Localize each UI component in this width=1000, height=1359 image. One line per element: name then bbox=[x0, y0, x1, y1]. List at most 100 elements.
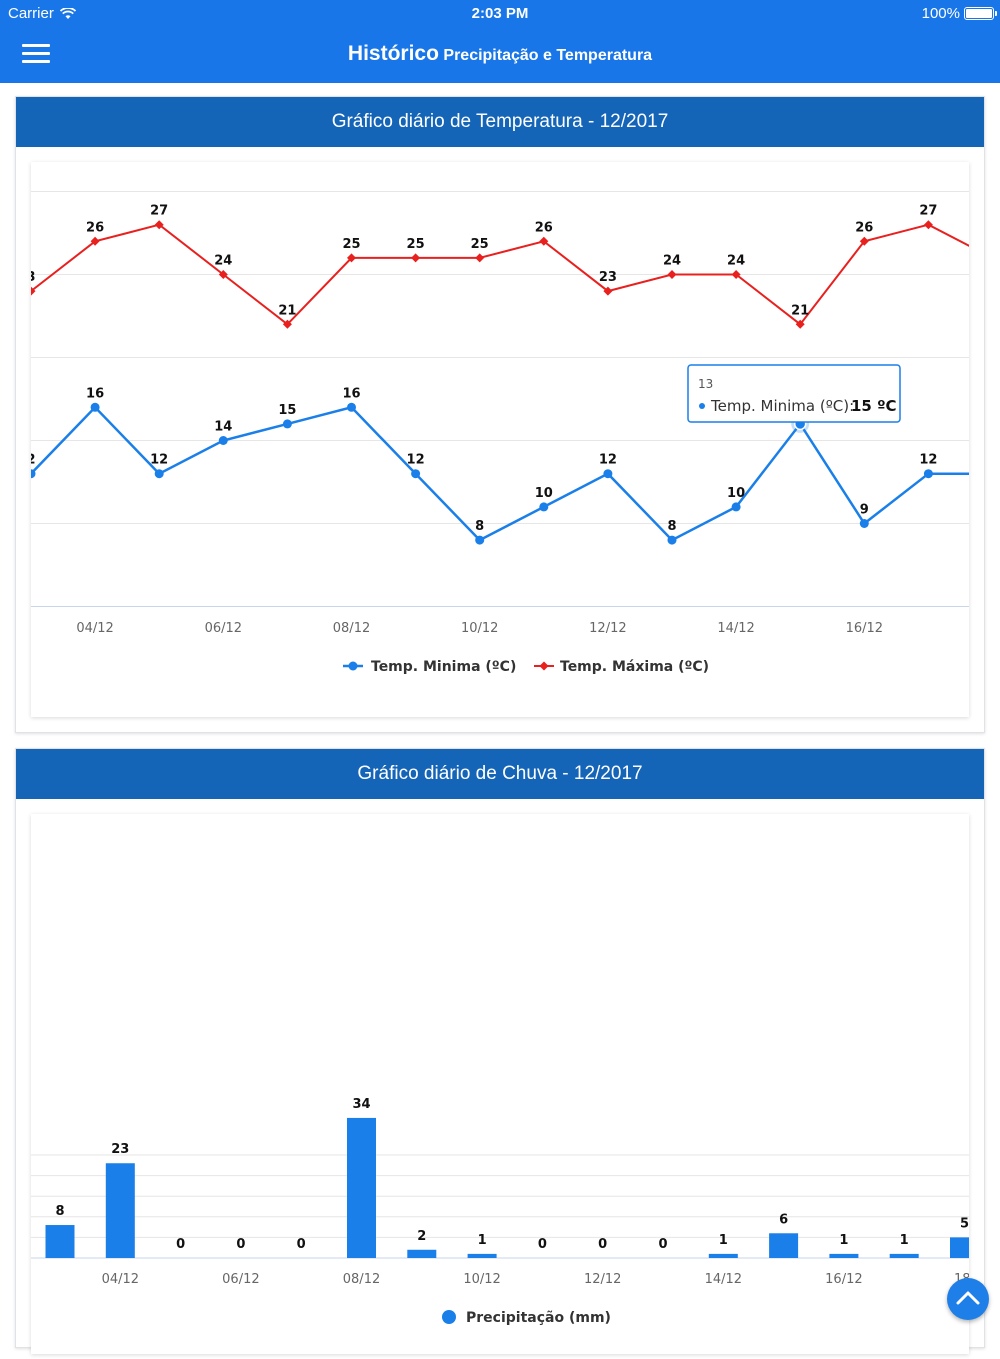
max-temp-point bbox=[859, 236, 869, 246]
max-temp-data-label: 25 bbox=[471, 237, 489, 252]
min-temp-data-label: 12 bbox=[599, 453, 617, 468]
status-time: 2:03 PM bbox=[471, 5, 529, 22]
rain-bar bbox=[45, 1225, 75, 1258]
max-temp-point bbox=[923, 220, 933, 230]
tooltip-bullet-icon bbox=[699, 403, 705, 409]
x-tick-label: 08/12 bbox=[333, 621, 370, 636]
max-temp-data-label: 3 bbox=[31, 270, 36, 285]
max-temp-point bbox=[539, 236, 549, 246]
min-temp-data-label: 10 bbox=[535, 486, 553, 501]
x-tick-label: 10/12 bbox=[461, 621, 498, 636]
rain-data-label: 1 bbox=[839, 1233, 848, 1248]
temperature-card: Gráfico diário de Temperatura - 12/2017 … bbox=[15, 96, 993, 733]
x-tick-label: 16/12 bbox=[825, 1272, 862, 1287]
tooltip-series-label: Temp. Minima (ºC): bbox=[710, 397, 854, 415]
rain-bar bbox=[829, 1253, 859, 1258]
min-temp-point bbox=[539, 502, 549, 512]
min-temp-data-label: 2 bbox=[31, 453, 36, 468]
page-title-subtitle: Precipitação e Temperatura bbox=[443, 47, 653, 64]
legend-rain-marker-icon bbox=[442, 1310, 456, 1324]
rain-data-label: 0 bbox=[297, 1237, 306, 1252]
scroll-to-top-button[interactable] bbox=[947, 1278, 989, 1320]
max-temp-data-label: 21 bbox=[278, 303, 296, 318]
x-tick-label: 14/12 bbox=[717, 621, 754, 636]
rain-bar bbox=[889, 1253, 919, 1258]
rain-data-label: 1 bbox=[478, 1233, 487, 1248]
min-temp-point bbox=[282, 419, 292, 429]
max-temp-data-label: 23 bbox=[599, 270, 617, 285]
max-temp-point bbox=[411, 253, 421, 263]
rain-data-label: 0 bbox=[176, 1237, 185, 1252]
max-temp-data-label: 27 bbox=[919, 204, 937, 219]
rain-data-label: 6 bbox=[779, 1212, 788, 1227]
max-temp-data-label: 25 bbox=[407, 237, 425, 252]
rain-data-label: 0 bbox=[236, 1237, 245, 1252]
hamburger-menu-icon[interactable] bbox=[22, 44, 50, 66]
max-temp-data-label: 26 bbox=[855, 220, 873, 235]
x-tick-label: 04/12 bbox=[102, 1272, 139, 1287]
min-temp-data-label: 12 bbox=[919, 453, 937, 468]
rain-bar bbox=[347, 1117, 376, 1258]
min-temp-data-label: 16 bbox=[86, 386, 104, 401]
page-title-main: Histórico bbox=[347, 42, 439, 65]
chart-tooltip: 13 Temp. Minima (ºC):15 ºC bbox=[687, 364, 901, 423]
temperature-card-title: Gráfico diário de Temperatura - 12/2017 bbox=[16, 97, 984, 147]
x-tick-label: 16/12 bbox=[846, 621, 883, 636]
max-temp-data-label: 24 bbox=[214, 254, 232, 269]
rain-legend: Precipitação (mm) bbox=[442, 1310, 611, 1326]
min-temp-point bbox=[154, 469, 164, 479]
rain-data-label: 23 bbox=[111, 1142, 129, 1157]
max-temp-point bbox=[475, 253, 485, 263]
max-temp-data-label: 24 bbox=[727, 254, 745, 269]
status-bar: Carrier 2:03 PM 100% bbox=[0, 0, 1000, 28]
temperature-chart-box: 04/12 06/12 08/12 10/12 12/12 14/12 16/12 2 16 12… bbox=[26, 162, 993, 717]
min-temp-point bbox=[475, 535, 485, 545]
carrier-indicator: Carrier bbox=[8, 5, 76, 22]
min-temp-data-label: 9 bbox=[860, 503, 869, 518]
max-temp-data-label: 26 bbox=[86, 220, 104, 235]
legend-min-label: Temp. Minima (ºC) bbox=[371, 659, 516, 675]
max-temp-point bbox=[347, 253, 356, 263]
rain-data-label: 1 bbox=[900, 1233, 909, 1248]
temperature-legend: Temp. Minima (ºC) Temp. Máxima (ºC) bbox=[343, 659, 709, 675]
rain-data-label: 5 bbox=[960, 1216, 969, 1231]
rain-bar bbox=[467, 1253, 497, 1258]
rain-data-label: 0 bbox=[658, 1237, 667, 1252]
rain-bar bbox=[407, 1249, 437, 1258]
min-temp-point bbox=[667, 535, 677, 545]
legend-max-label: Temp. Máxima (ºC) bbox=[560, 659, 709, 675]
max-temp-data-label: 26 bbox=[535, 220, 553, 235]
battery-icon bbox=[964, 7, 997, 20]
max-temp-data-label: 24 bbox=[663, 254, 681, 269]
rain-bar bbox=[105, 1163, 135, 1258]
legend-min-marker-icon bbox=[348, 661, 358, 671]
min-temp-data-label: 14 bbox=[214, 420, 232, 435]
max-temp-point bbox=[795, 319, 805, 329]
rain-card-title: Gráfico diário de Chuva - 12/2017 bbox=[16, 749, 984, 799]
carrier-label: Carrier bbox=[8, 5, 54, 22]
x-tick-label: 10/12 bbox=[463, 1272, 500, 1287]
rain-chart-box: 8 23 0 0 0 34 2 1 0 0 0 1 6 1 1 5 04/12 06/12 08/12 10/12 12… bbox=[31, 814, 976, 1354]
max-temp-data-label: 21 bbox=[791, 303, 809, 318]
max-temp-data-label: 25 bbox=[342, 237, 360, 252]
chevron-up-icon bbox=[956, 1291, 980, 1305]
min-temp-point bbox=[859, 519, 869, 528]
x-tick-label: 14/12 bbox=[705, 1272, 742, 1287]
rain-data-label: 2 bbox=[417, 1229, 426, 1244]
max-temp-point bbox=[731, 270, 741, 279]
min-temp-data-label: 8 bbox=[667, 519, 676, 534]
x-tick-label: 12/12 bbox=[589, 621, 626, 636]
page-title: Histórico Precipitação e Temperatura bbox=[0, 42, 1000, 66]
tooltip-value: 15 ºC bbox=[851, 397, 897, 415]
battery-percent: 100% bbox=[921, 5, 960, 22]
max-temp-data-label: 27 bbox=[150, 204, 168, 219]
min-temp-point bbox=[347, 402, 356, 412]
min-temp-data-label: 10 bbox=[727, 486, 745, 501]
battery-indicator: 100% bbox=[921, 5, 997, 22]
rain-bar bbox=[708, 1253, 738, 1258]
x-tick-label: 06/12 bbox=[205, 621, 242, 636]
max-temp-point bbox=[603, 286, 613, 296]
legend-max-marker-icon bbox=[539, 661, 549, 671]
tooltip-box bbox=[687, 364, 901, 423]
